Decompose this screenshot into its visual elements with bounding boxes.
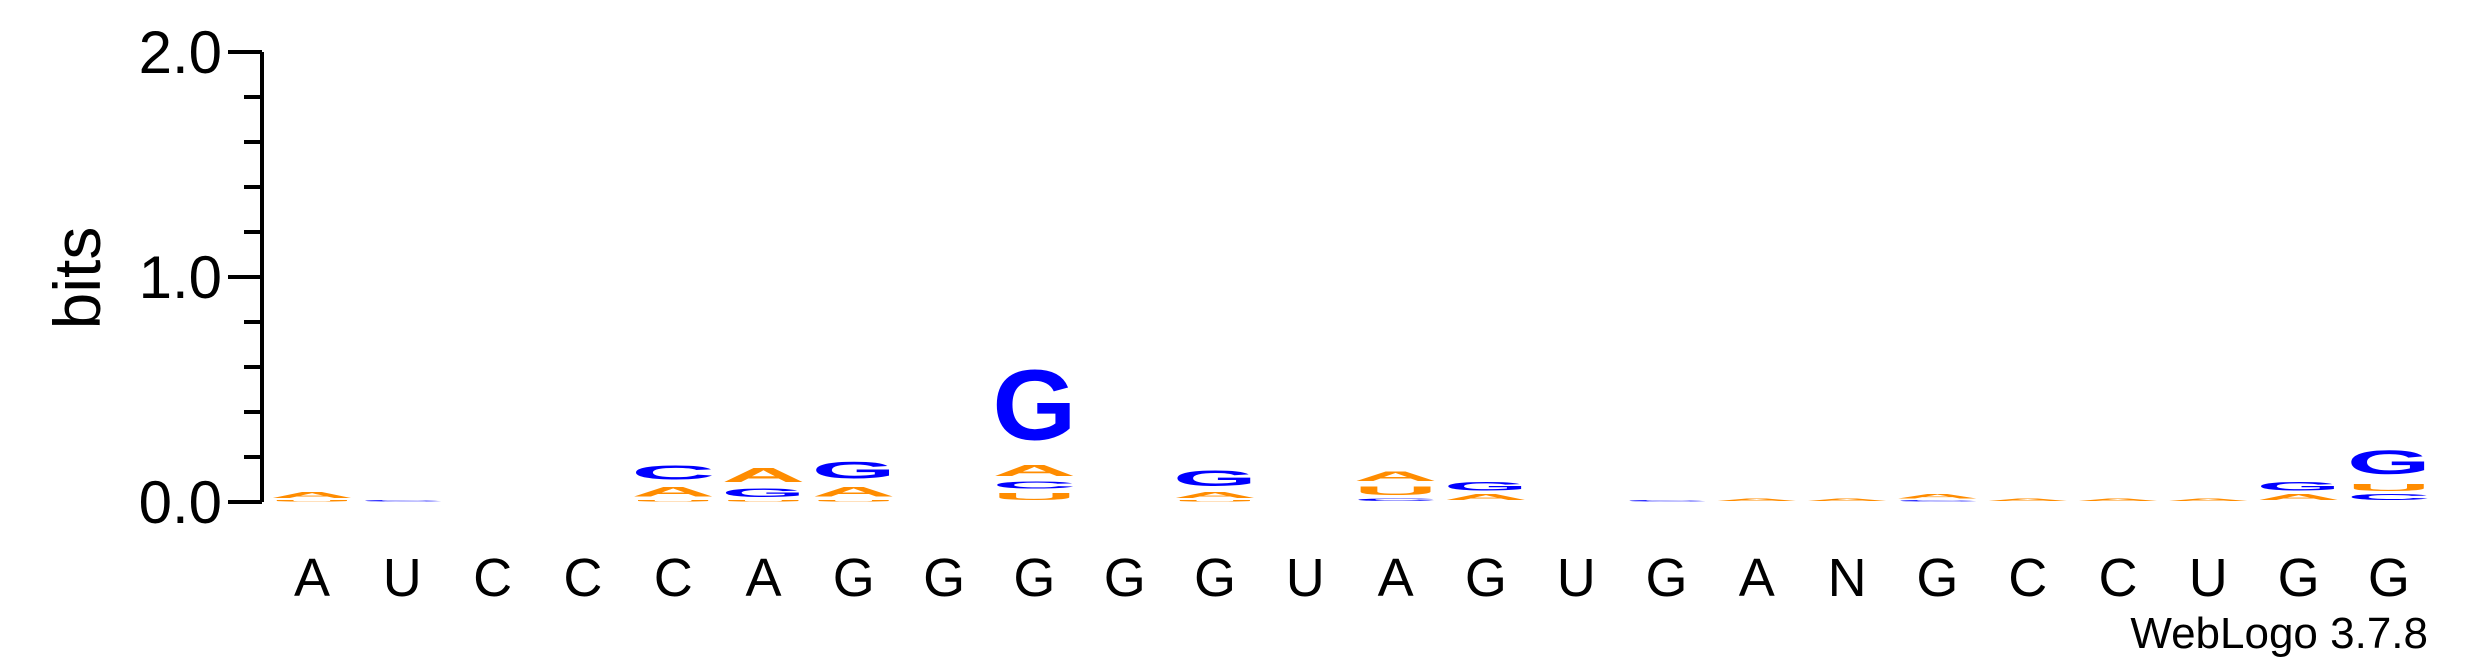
- stack-glyph: A: [1986, 498, 2070, 502]
- position-label: G: [2278, 548, 2320, 608]
- y-axis: 0.0 1.0 2.0: [139, 19, 264, 536]
- stack-glyph: C: [1895, 500, 1979, 502]
- position-label: C: [2099, 548, 2138, 608]
- letter-stack: CUG: [2347, 444, 2431, 502]
- stack-glyph: C: [360, 500, 444, 502]
- position-label: C: [2008, 548, 2047, 608]
- position-label: A: [1378, 548, 1414, 608]
- letter-stack: C: [360, 500, 444, 502]
- stack-glyph: A: [2076, 498, 2160, 502]
- position-label: C: [654, 548, 693, 608]
- stack-glyph: C: [1625, 500, 1709, 502]
- letter-stack: C: [1625, 500, 1709, 502]
- y-tick-label: 0.0: [139, 469, 222, 536]
- stack-glyph: A: [1444, 493, 1528, 502]
- stack-glyph: A: [631, 484, 715, 500]
- stack-glyph: U: [631, 500, 715, 502]
- letter-stack: A: [1986, 498, 2070, 502]
- stack-glyph: C: [1354, 498, 1438, 502]
- position-label: G: [833, 548, 875, 608]
- stack-glyph: C: [992, 480, 1076, 491]
- stack-glyph: C: [631, 461, 715, 484]
- position-label: G: [2368, 548, 2410, 608]
- position-label: G: [1916, 548, 1958, 608]
- position-label: U: [1557, 548, 1596, 608]
- position-label: G: [1194, 548, 1236, 608]
- stack-glyph: U: [812, 500, 896, 502]
- stack-glyph: G: [812, 457, 896, 484]
- stack-glyph: A: [1354, 468, 1438, 484]
- letter-stack: UAG: [1173, 466, 1257, 502]
- stack-glyph: G: [992, 350, 1076, 462]
- stack-glyph: A: [722, 464, 806, 487]
- y-tick-label: 2.0: [139, 19, 222, 86]
- position-label: U: [2189, 548, 2228, 608]
- weblogo-credit: WebLogo 3.7.8: [2130, 609, 2428, 658]
- letter-stack: UAG: [812, 457, 896, 502]
- letter-stack: A: [2076, 498, 2160, 502]
- stack-glyph: A: [270, 491, 354, 500]
- position-label: G: [1465, 548, 1507, 608]
- position-label: U: [383, 548, 422, 608]
- y-tick-label: 1.0: [139, 244, 222, 311]
- letter-stack: AG: [1444, 480, 1528, 502]
- position-label: A: [745, 548, 781, 608]
- stack-glyph: A: [2257, 493, 2341, 502]
- stack-glyph: G: [722, 486, 806, 499]
- stack-glyph: U: [1173, 500, 1257, 502]
- stack-glyph: A: [1173, 491, 1257, 500]
- position-label: U: [1286, 548, 1325, 608]
- stack-glyph: U: [722, 500, 806, 502]
- stack-glyph: C: [2347, 493, 2431, 502]
- letter-stack: AG: [2257, 480, 2341, 502]
- position-label: C: [473, 548, 512, 608]
- stack-glyph: A: [1715, 498, 1799, 502]
- position-label: G: [923, 548, 965, 608]
- position-label: A: [294, 548, 330, 608]
- stack-glyph: U: [2347, 482, 2431, 493]
- letter-stack: CA: [1895, 493, 1979, 502]
- letter-stack: A: [1715, 498, 1799, 502]
- letter-stack: A: [2166, 498, 2250, 502]
- stack-glyph: U: [270, 500, 354, 502]
- stack-glyph: A: [992, 461, 1076, 479]
- letter-stack: UAC: [631, 461, 715, 502]
- stack-glyph: A: [812, 484, 896, 500]
- stack-glyph: G: [2257, 480, 2341, 493]
- position-label: A: [1739, 548, 1775, 608]
- stack-glyph: U: [992, 491, 1076, 502]
- stack-glyph: A: [1895, 493, 1979, 500]
- letter-stack: CUA: [1354, 468, 1438, 502]
- stack-glyph: G: [1173, 466, 1257, 491]
- stack-glyph: G: [2347, 444, 2431, 482]
- position-label: G: [1104, 548, 1146, 608]
- position-label: C: [563, 548, 602, 608]
- position-label: G: [1013, 548, 1055, 608]
- letter-stack: UA: [270, 491, 354, 502]
- stack-glyph: A: [2166, 498, 2250, 502]
- y-axis-label: bits: [40, 227, 114, 330]
- stack-glyph: G: [1444, 480, 1528, 493]
- stack-glyph: A: [1805, 498, 1889, 502]
- letter-stack: A: [1805, 498, 1889, 502]
- position-label: G: [1645, 548, 1687, 608]
- position-label: N: [1828, 548, 1867, 608]
- stack-glyph: U: [1354, 484, 1438, 498]
- letter-stack: UGA: [722, 464, 806, 502]
